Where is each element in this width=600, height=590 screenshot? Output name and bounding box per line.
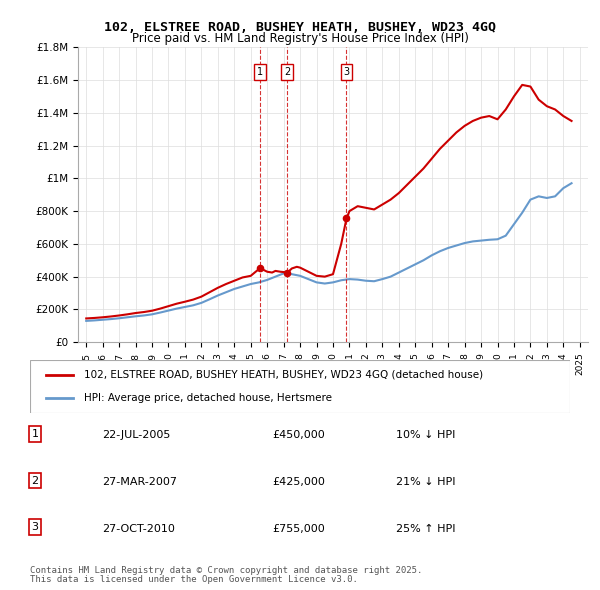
Text: 21% ↓ HPI: 21% ↓ HPI — [396, 477, 455, 487]
Text: 3: 3 — [343, 67, 350, 77]
Text: Contains HM Land Registry data © Crown copyright and database right 2025.: Contains HM Land Registry data © Crown c… — [30, 566, 422, 575]
Text: 1: 1 — [257, 67, 263, 77]
Text: HPI: Average price, detached house, Hertsmere: HPI: Average price, detached house, Hert… — [84, 393, 332, 403]
Text: £450,000: £450,000 — [272, 430, 325, 440]
Text: This data is licensed under the Open Government Licence v3.0.: This data is licensed under the Open Gov… — [30, 575, 358, 584]
Text: 2: 2 — [284, 67, 290, 77]
Point — [283, 268, 292, 277]
Text: 3: 3 — [31, 522, 38, 532]
Text: 102, ELSTREE ROAD, BUSHEY HEATH, BUSHEY, WD23 4GQ: 102, ELSTREE ROAD, BUSHEY HEATH, BUSHEY,… — [104, 21, 496, 34]
Text: 22-JUL-2005: 22-JUL-2005 — [103, 430, 171, 440]
FancyBboxPatch shape — [30, 360, 570, 413]
Text: 1: 1 — [31, 429, 38, 439]
Text: 25% ↑ HPI: 25% ↑ HPI — [396, 524, 455, 534]
Text: 27-MAR-2007: 27-MAR-2007 — [103, 477, 178, 487]
Text: 2: 2 — [31, 476, 38, 486]
Point — [341, 214, 351, 223]
Text: Price paid vs. HM Land Registry's House Price Index (HPI): Price paid vs. HM Land Registry's House … — [131, 32, 469, 45]
Text: £425,000: £425,000 — [272, 477, 325, 487]
Point — [255, 264, 265, 273]
Text: 102, ELSTREE ROAD, BUSHEY HEATH, BUSHEY, WD23 4GQ (detached house): 102, ELSTREE ROAD, BUSHEY HEATH, BUSHEY,… — [84, 370, 483, 380]
Text: 27-OCT-2010: 27-OCT-2010 — [103, 524, 175, 534]
Text: £755,000: £755,000 — [272, 524, 325, 534]
Text: 10% ↓ HPI: 10% ↓ HPI — [396, 430, 455, 440]
